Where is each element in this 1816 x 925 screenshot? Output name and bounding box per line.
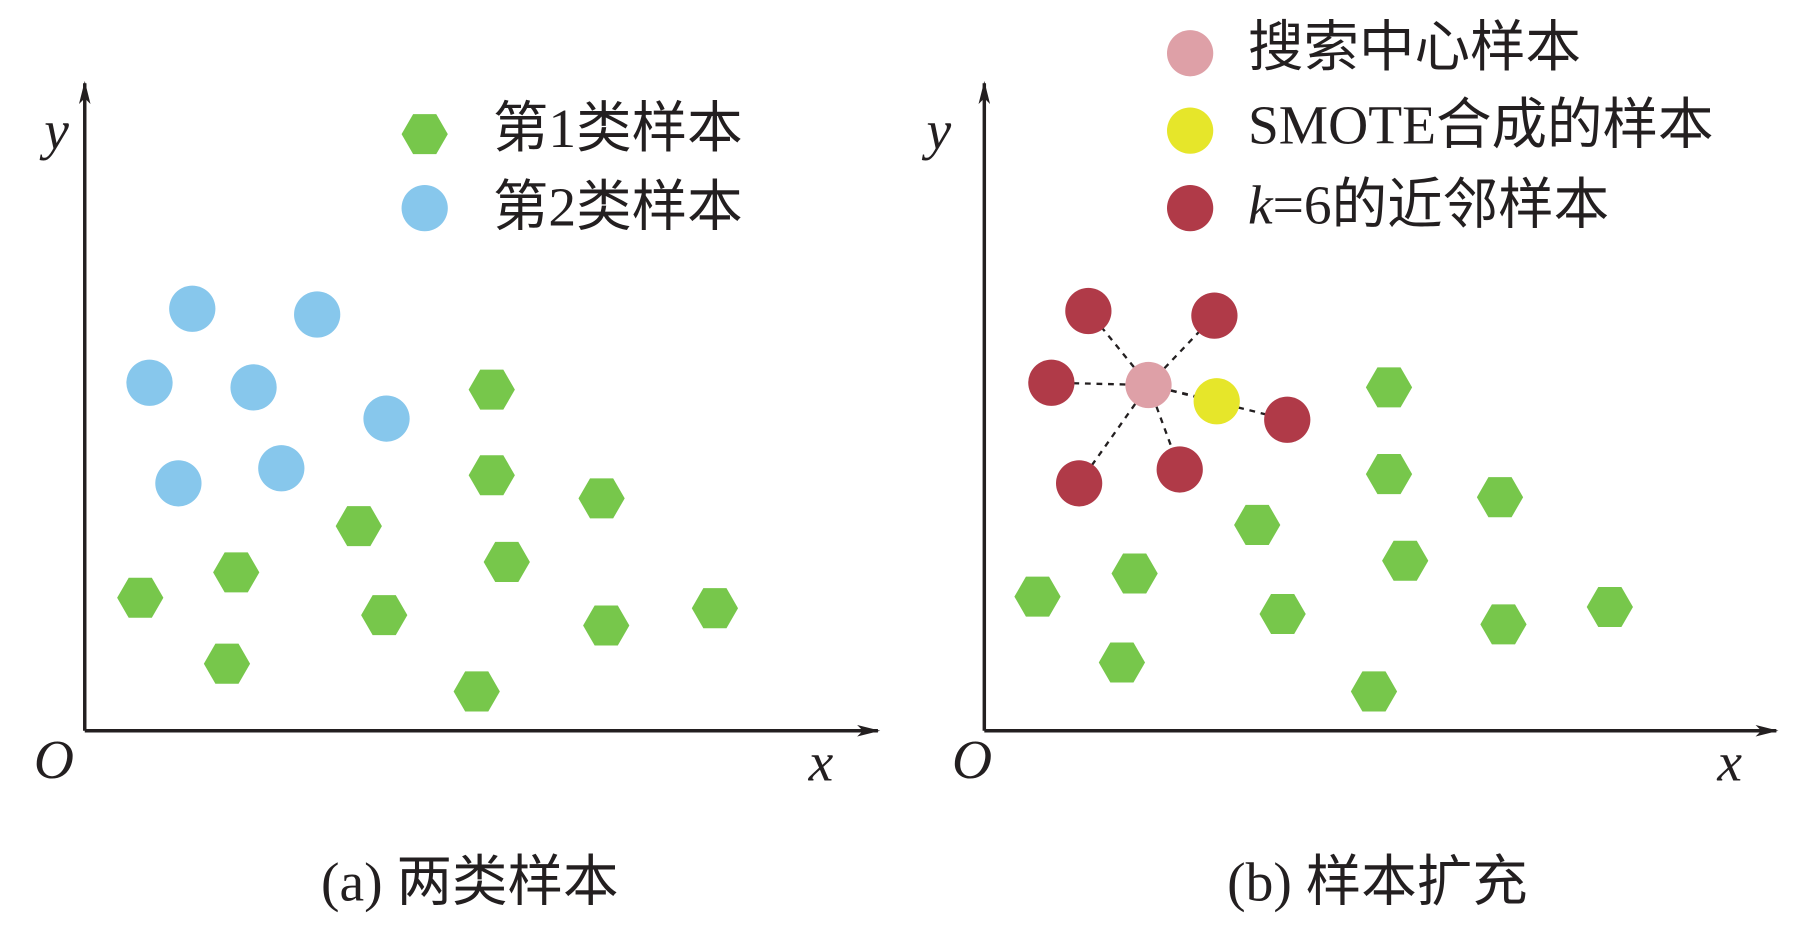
panel-b-axes: y x O — [922, 80, 1779, 793]
hexagon-sample — [453, 671, 500, 712]
hexagon-sample — [401, 114, 448, 155]
neighbor-sample — [1191, 292, 1238, 339]
hexagon-sample — [117, 577, 164, 618]
legend-label-var: k — [1248, 175, 1274, 236]
hexagon-sample — [583, 605, 630, 646]
hexagon-sample — [361, 595, 408, 636]
legend-marker — [401, 185, 448, 232]
hexagon-sample — [203, 643, 251, 684]
legend-marker — [1167, 185, 1214, 232]
neighbor-sample — [1028, 359, 1075, 406]
legend-label: 搜索中心样本 — [1248, 18, 1581, 79]
hexagon-sample — [691, 588, 739, 629]
caption: (b) 样本扩充 — [1227, 853, 1528, 914]
class2-sample — [230, 364, 277, 411]
hexagon-sample — [1111, 553, 1158, 594]
neighbor-sample — [1065, 287, 1112, 335]
class2-sample — [155, 460, 202, 507]
legend-label: 第1类样本 — [493, 99, 743, 160]
hexagon-sample — [335, 506, 382, 547]
legend-label-rest: =6的近邻样本 — [1273, 175, 1610, 236]
hexagon-sample — [468, 455, 515, 496]
panel-a-axes: y x O — [34, 80, 881, 793]
hexagon-sample — [578, 478, 625, 519]
class2-sample — [258, 445, 305, 492]
origin-label: O — [952, 730, 992, 791]
neighbor-link — [1078, 384, 1150, 484]
smote-sample — [1193, 378, 1240, 425]
y-axis-label: y — [922, 101, 952, 162]
x-axis-label: x — [1716, 732, 1742, 793]
hexagon-sample — [1259, 593, 1306, 634]
hexagon-sample — [1350, 671, 1398, 712]
class2-sample — [294, 291, 341, 338]
neighbor-sample — [1056, 460, 1103, 507]
x-axis-label: x — [808, 732, 834, 793]
hexagon-sample — [1365, 454, 1413, 495]
hexagon-sample — [1480, 604, 1527, 645]
legend-label: SMOTE合成的样本 — [1248, 95, 1714, 156]
y-axis-label: y — [39, 101, 69, 162]
hexagon-sample — [1234, 504, 1281, 545]
hexagon-sample — [1014, 576, 1061, 617]
neighbor-sample — [1264, 396, 1311, 443]
class2-sample — [126, 359, 173, 406]
hexagon-sample — [213, 552, 260, 593]
class2-sample — [363, 395, 410, 442]
hexagon-sample — [1382, 540, 1429, 581]
legend-label: 第2类样本 — [493, 177, 743, 238]
origin-label: O — [34, 730, 74, 791]
hexagon-sample — [483, 541, 530, 582]
hexagon-sample — [1476, 477, 1524, 518]
neighbor-sample — [1156, 446, 1203, 493]
legend-marker — [1167, 30, 1214, 77]
hexagon-sample — [468, 369, 515, 410]
legend-label: k=6的近邻样本 — [1248, 175, 1609, 236]
legend-marker — [1167, 107, 1214, 154]
caption: (a) 两类样本 — [321, 853, 618, 914]
class2-sample — [169, 285, 216, 332]
hexagon-sample — [1586, 587, 1633, 628]
hexagon-sample — [1365, 367, 1413, 408]
hexagon-sample — [1098, 642, 1146, 683]
center-sample — [1125, 361, 1172, 409]
